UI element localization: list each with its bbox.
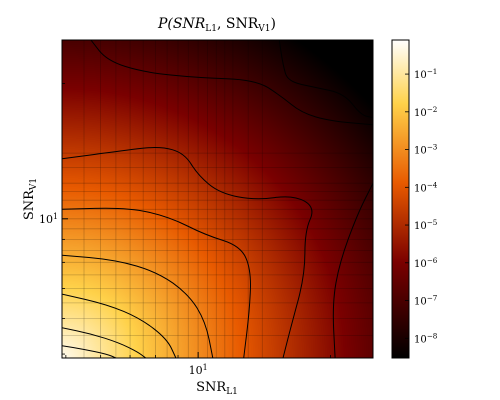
colorbar-tick-label: 10−2 xyxy=(414,105,437,119)
contour-line xyxy=(62,254,214,358)
colorbar-tick-label: 10−8 xyxy=(414,331,438,345)
grid-layer xyxy=(62,40,373,358)
colorbar-ticks: 10−8 10−7 10−6 10−5 10−4 10−3 10−2 10−1 xyxy=(405,67,438,345)
contour-line xyxy=(62,207,251,358)
heatmap-field xyxy=(62,40,373,358)
colorbar-tick-label: 10−6 xyxy=(414,256,438,270)
contour-line xyxy=(62,327,147,358)
plot-frame xyxy=(61,39,374,359)
y-axis-label: SNRV1 xyxy=(22,178,39,220)
x-axis-label: SNRL1 xyxy=(196,380,238,397)
contour-line xyxy=(62,293,177,358)
colorbar-tick-label: 10−4 xyxy=(414,180,438,194)
contour-line xyxy=(278,40,373,119)
colorbar-tick-label: 10−3 xyxy=(414,143,438,157)
x-axis-ticks: 101 xyxy=(65,352,331,377)
colorbar-tick-label: 10−7 xyxy=(414,294,438,308)
chart-title: P(SNRL1, SNRV1) xyxy=(157,16,276,34)
contour-line xyxy=(62,147,313,358)
contour-line xyxy=(90,40,373,126)
colorbar-frame xyxy=(391,39,410,359)
y-tick-label: 101 xyxy=(39,212,58,226)
colorbar-gradient xyxy=(392,40,409,358)
contour-layer xyxy=(62,40,373,358)
colorbar-tick-label: 10−1 xyxy=(414,67,437,81)
contour-line xyxy=(62,345,117,358)
colorbar-tick-label: 10−5 xyxy=(414,218,438,232)
contour-line xyxy=(332,182,373,358)
y-axis-ticks: 101 xyxy=(39,83,68,355)
x-tick-label: 101 xyxy=(189,363,208,377)
